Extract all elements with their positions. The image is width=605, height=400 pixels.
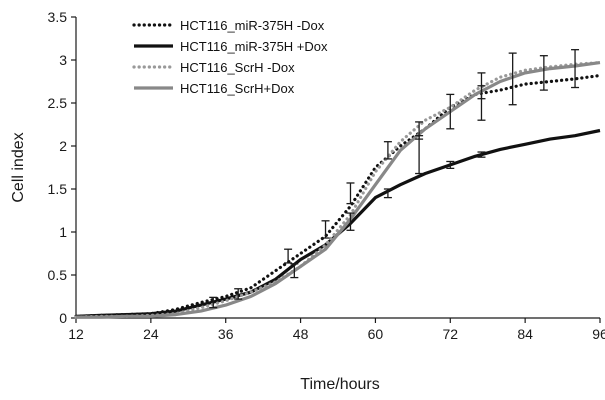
error-bar xyxy=(346,182,355,205)
error-bar xyxy=(234,288,243,300)
legend-label: HCT116_ScrH -Dox xyxy=(180,60,295,75)
error-bar xyxy=(539,55,548,91)
y-tick-label: 3.5 xyxy=(48,9,68,25)
error-bar xyxy=(571,49,580,89)
error-bar xyxy=(383,188,392,199)
x-tick-label: 48 xyxy=(293,326,309,342)
x-tick-label: 12 xyxy=(68,326,84,342)
error-bar xyxy=(477,151,486,158)
error-bar xyxy=(415,135,424,175)
series-line-1 xyxy=(74,73,602,318)
y-tick-label: 0 xyxy=(59,310,67,326)
legend-item: HCT116_miR-375H +Dox xyxy=(134,39,328,54)
error-bar xyxy=(346,212,355,231)
error-bar xyxy=(508,52,517,106)
y-tick-label: 0.5 xyxy=(48,267,68,283)
y-tick-label: 1.5 xyxy=(48,181,68,197)
error-bar xyxy=(290,263,299,279)
error-bar xyxy=(284,248,293,264)
series-line-4 xyxy=(76,61,601,319)
error-bar xyxy=(446,160,455,170)
x-tick-label: 60 xyxy=(368,326,384,342)
series-line-3 xyxy=(74,60,602,319)
legend-label: HCT116_miR-375H -Dox xyxy=(180,18,325,33)
axes xyxy=(75,17,600,319)
x-axis-title: Time/hours xyxy=(300,376,379,393)
y-axis-ticks: 0 0.5 1 1.5 2 2.5 3 3.5 xyxy=(48,9,76,326)
error-bar xyxy=(321,220,330,239)
legend: HCT116_miR-375H -Dox HCT116_miR-375H +Dox… xyxy=(132,18,328,96)
series-layer xyxy=(74,60,602,319)
x-tick-label: 72 xyxy=(442,326,458,342)
x-tick-label: 96 xyxy=(592,326,605,342)
legend-item: HCT116_ScrH -Dox xyxy=(132,60,295,75)
error-bar xyxy=(477,85,486,121)
x-axis-ticks: 12 24 36 48 60 72 84 96 xyxy=(68,318,605,342)
y-tick-label: 2 xyxy=(59,138,67,154)
legend-item: HCT116_ScrH+Dox xyxy=(134,81,295,96)
x-tick-label: 36 xyxy=(218,326,234,342)
x-tick-label: 24 xyxy=(143,326,159,342)
error-bars xyxy=(209,49,580,309)
error-bar xyxy=(446,93,455,130)
error-bar xyxy=(383,141,392,160)
y-tick-label: 1 xyxy=(59,224,67,240)
legend-label: HCT116_miR-375H +Dox xyxy=(180,39,328,54)
error-bar xyxy=(209,296,218,309)
y-tick-label: 3 xyxy=(59,52,67,68)
x-tick-label: 84 xyxy=(517,326,533,342)
series-line-2 xyxy=(75,128,601,318)
y-axis-title: Cell index xyxy=(10,132,27,202)
legend-label: HCT116_ScrH+Dox xyxy=(180,81,295,96)
y-tick-label: 2.5 xyxy=(48,95,68,111)
legend-item: HCT116_miR-375H -Dox xyxy=(132,18,325,33)
